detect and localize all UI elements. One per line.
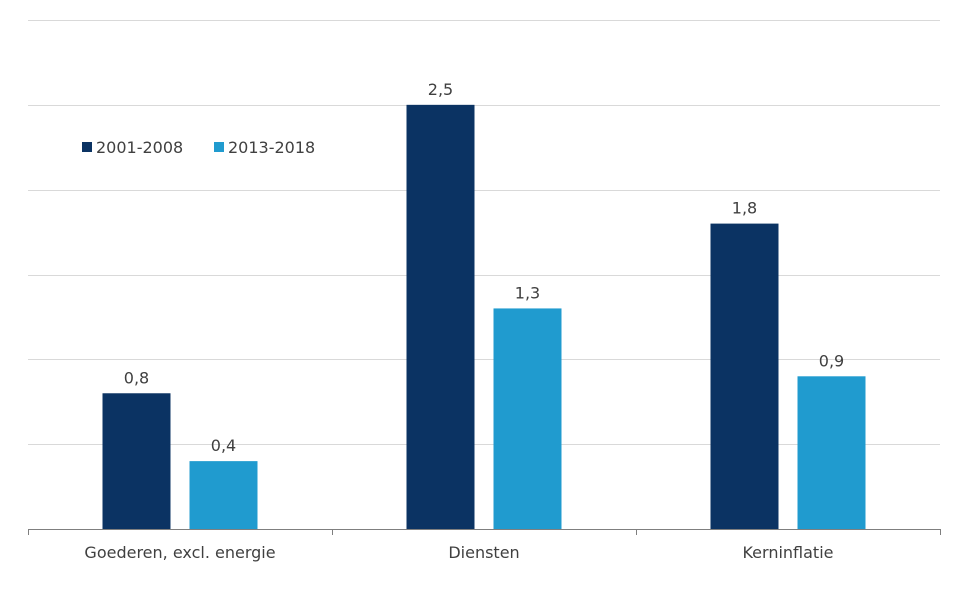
legend-label: 2013-2018	[228, 138, 315, 157]
legend-swatch	[82, 142, 92, 152]
gridlines	[28, 20, 940, 445]
legend-label: 2001-2008	[96, 138, 183, 157]
data-label: 2,5	[428, 80, 453, 99]
legend: 2001-2008 2013-2018	[82, 138, 315, 157]
bar-2013-2018-2	[797, 376, 866, 529]
bar-2001-2008-1	[406, 104, 475, 529]
data-label: 0,8	[124, 368, 149, 387]
x-axis: Goederen, excl. energie Diensten Kerninfla…	[28, 529, 941, 562]
data-label: 0,9	[819, 351, 844, 370]
x-tick-label: Goederen, excl. energie	[84, 543, 275, 562]
x-tick-label: Kerninflatie	[742, 543, 833, 562]
legend-swatch	[214, 142, 224, 152]
bar-2013-2018-0	[189, 461, 258, 529]
data-label: 0,4	[211, 436, 236, 455]
bar-2013-2018-1	[493, 308, 562, 529]
data-label: 1,8	[732, 199, 757, 218]
bar-2001-2008-0	[102, 393, 171, 529]
bar-2001-2008-2	[710, 223, 779, 529]
bars	[102, 104, 866, 529]
x-tick-label: Diensten	[448, 543, 519, 562]
data-label: 1,3	[515, 283, 540, 302]
data-labels: 0,8 0,4 2,5 1,3 1,8 0,9	[124, 80, 844, 455]
